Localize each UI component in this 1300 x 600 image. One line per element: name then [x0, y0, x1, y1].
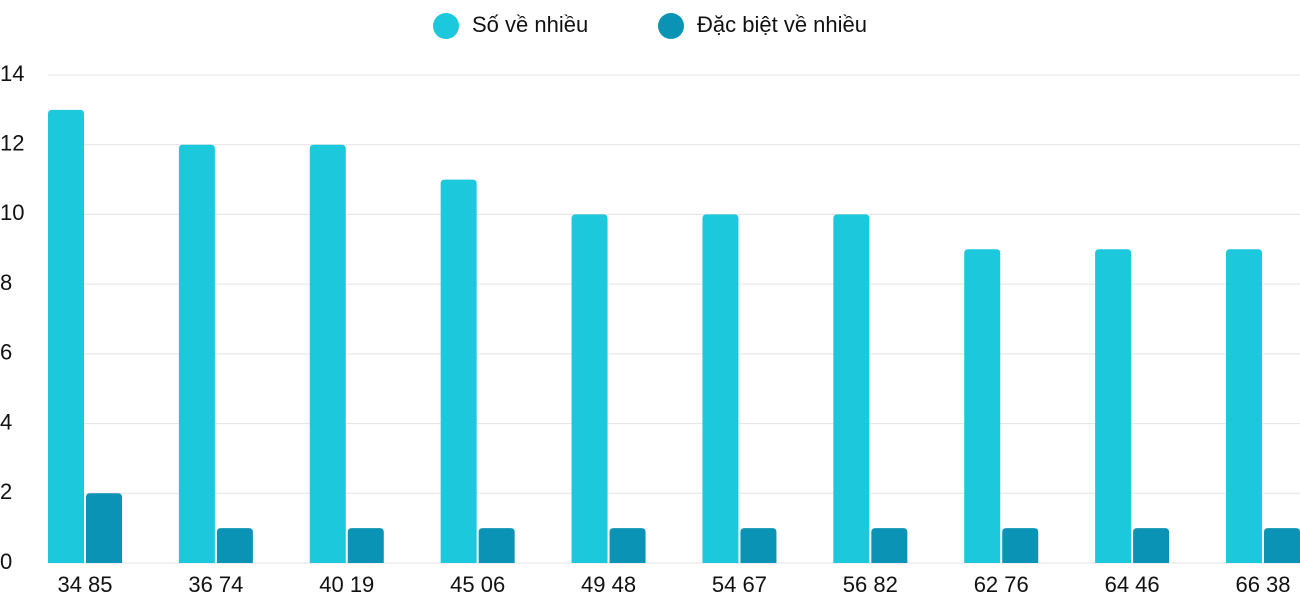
y-tick-label: 6 [0, 340, 12, 365]
x-tick-label: 56 82 [843, 572, 898, 597]
x-tick-label: 36 74 [188, 572, 243, 597]
y-tick-label: 12 [0, 131, 24, 156]
legend-marker [658, 13, 684, 39]
x-tick-label: 40 19 [319, 572, 374, 597]
bar [571, 214, 608, 563]
x-tick-label: 34 85 [57, 572, 112, 597]
bar [1226, 249, 1262, 564]
bar [178, 144, 215, 563]
bar [478, 528, 515, 563]
bar [609, 528, 646, 563]
bar [1095, 249, 1132, 564]
x-tick-label: 62 76 [974, 572, 1029, 597]
bar [833, 214, 870, 563]
bar [347, 528, 384, 563]
bar [740, 528, 777, 563]
legend-label: Số về nhiều [472, 12, 588, 37]
x-tick-label: 54 67 [712, 572, 767, 597]
y-tick-label: 0 [0, 549, 12, 574]
legend-marker [433, 13, 459, 39]
bar [1133, 528, 1170, 563]
x-tick-label: 45 06 [450, 572, 505, 597]
legend-label: Đặc biệt về nhiều [697, 12, 867, 37]
y-tick-label: 10 [0, 200, 24, 225]
bar [702, 214, 739, 563]
bar [1002, 528, 1039, 563]
x-tick-label: 49 48 [581, 572, 636, 597]
bar [48, 109, 84, 563]
y-tick-label: 8 [0, 270, 12, 295]
x-tick-label: 64 46 [1105, 572, 1160, 597]
bar [1264, 528, 1300, 563]
y-tick-label: 2 [0, 479, 12, 504]
bar [86, 493, 122, 563]
bar [309, 144, 346, 563]
bar [871, 528, 908, 563]
y-tick-label: 4 [0, 409, 12, 434]
x-tick-label: 66 38 [1235, 572, 1290, 597]
y-tick-label: 14 [0, 61, 24, 86]
bar [440, 179, 477, 564]
bar [964, 249, 1001, 564]
bar [216, 528, 253, 563]
